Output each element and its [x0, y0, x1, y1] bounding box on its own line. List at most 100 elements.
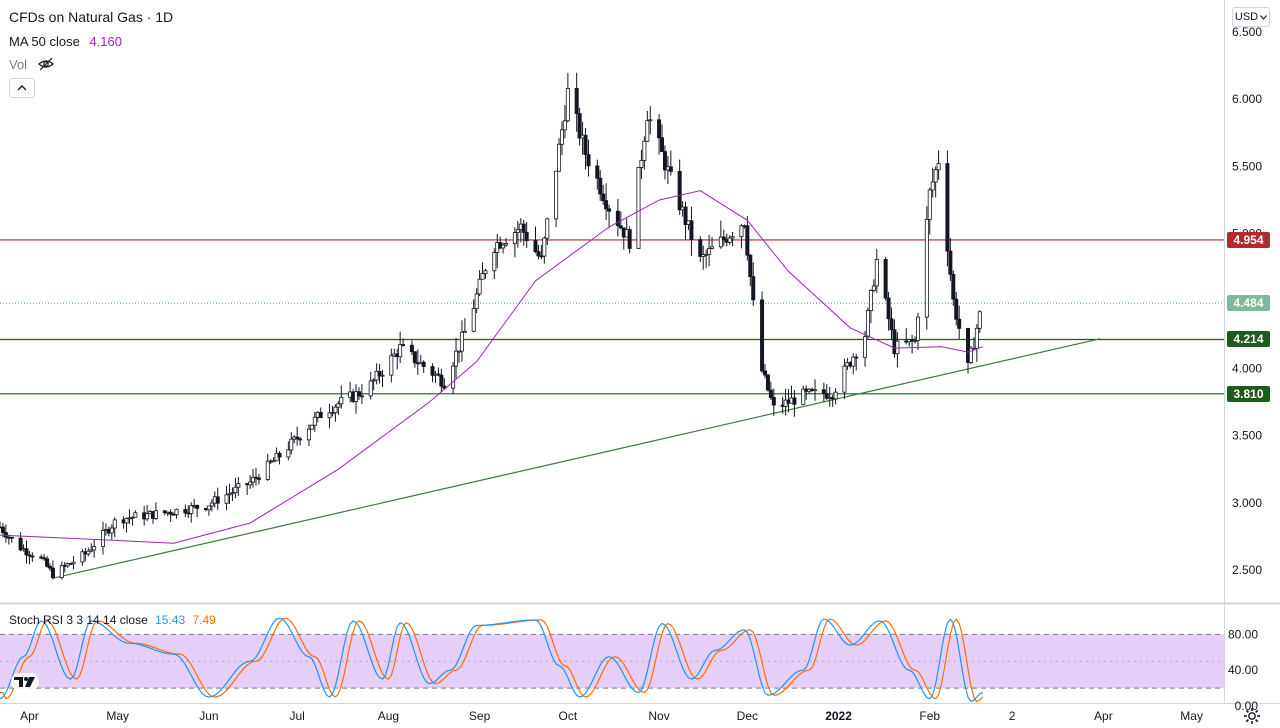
candle	[471, 299, 476, 333]
candle-body-up	[451, 365, 456, 389]
candle	[536, 244, 541, 260]
candle	[480, 262, 485, 280]
ma50-line[interactable]	[0, 190, 983, 544]
candle-body-down	[421, 361, 426, 367]
candle	[595, 159, 600, 190]
trend-line[interactable]	[52, 338, 1101, 579]
candle	[333, 404, 338, 422]
candle-body-down	[945, 163, 950, 252]
candle-body-down	[883, 258, 888, 299]
vol-legend[interactable]: Vol	[9, 57, 55, 72]
candle	[124, 517, 129, 533]
candle-body-up	[359, 395, 364, 398]
candle-body-up	[109, 527, 114, 534]
candle-body-down	[768, 389, 773, 398]
eye-hidden-icon[interactable]	[37, 57, 55, 71]
candle-body-up	[504, 243, 509, 246]
time-scale-label: Jul	[290, 709, 305, 723]
candle-body-up	[371, 379, 376, 382]
last-price-tag[interactable]: 4.484	[1227, 295, 1270, 312]
symbol-title[interactable]: CFDs on Natural Gas · 1D	[9, 9, 174, 25]
candle-body-up	[339, 396, 344, 405]
candle	[183, 504, 188, 518]
candle-body-up	[512, 232, 517, 244]
support-level-tag-2[interactable]: 3.810	[1227, 385, 1270, 402]
candle	[153, 502, 158, 520]
stoch-scale-label: 80.00	[1228, 627, 1258, 641]
candle-body-down	[412, 351, 417, 364]
candle-body-down	[751, 276, 756, 301]
candle-body-down	[533, 240, 538, 253]
time-scale-label: 2	[1009, 709, 1016, 723]
stoch-k-line[interactable]	[0, 617, 983, 703]
candle	[636, 167, 641, 249]
candle	[162, 510, 167, 516]
candle	[436, 367, 441, 377]
candle-body-down	[256, 477, 261, 480]
candle	[927, 187, 932, 235]
vol-label: Vol	[9, 57, 28, 72]
ma-legend[interactable]: MA 50 close 4.160	[9, 34, 122, 49]
candle	[459, 320, 464, 362]
candle	[710, 237, 715, 250]
candle	[398, 331, 403, 364]
candle	[524, 222, 529, 248]
price-scale-label: 3.000	[1232, 496, 1262, 510]
candle	[451, 361, 456, 395]
currency-selector[interactable]: USD	[1232, 7, 1270, 27]
candle	[227, 483, 232, 504]
candle-body-up	[557, 143, 562, 172]
candle	[957, 305, 962, 339]
candle	[565, 72, 570, 123]
candle	[851, 353, 856, 375]
candle-body-down	[601, 193, 606, 202]
candle-body-up	[145, 513, 150, 520]
candle-body-down	[760, 299, 765, 372]
candle	[145, 505, 150, 522]
candle-body-up	[271, 460, 276, 463]
candle	[545, 217, 550, 245]
candle-body-down	[48, 565, 53, 569]
candle	[504, 238, 509, 247]
candle	[298, 437, 303, 446]
time-scale-label: Apr	[1094, 709, 1113, 723]
candle-body-down	[662, 151, 667, 171]
candle	[356, 387, 361, 401]
candle-body-up	[515, 229, 520, 233]
candle	[521, 219, 526, 246]
candle	[45, 556, 50, 568]
candle-body-down	[966, 327, 971, 363]
candle	[813, 379, 818, 401]
candle-body-up	[707, 248, 712, 255]
collapse-legend-button[interactable]	[9, 78, 35, 98]
candle-body-down	[439, 374, 444, 387]
candle	[574, 72, 579, 132]
candle	[456, 350, 461, 363]
candle-body-up	[927, 189, 932, 220]
candle-body-up	[863, 336, 868, 358]
chevron-down-icon	[1260, 14, 1268, 20]
candle-body-up	[930, 181, 935, 191]
candle	[824, 384, 829, 401]
stoch-legend[interactable]: Stoch RSI 3 3 14 14 close 15.43 7.49	[9, 613, 216, 627]
candle-body-up	[936, 163, 941, 171]
candle	[792, 389, 797, 417]
candle	[295, 426, 300, 446]
tradingview-logo[interactable]	[10, 670, 40, 692]
candle-body-up	[727, 237, 732, 243]
support-level-tag-1[interactable]: 4.214	[1227, 331, 1270, 348]
candle-body-down	[298, 438, 303, 441]
candle-body-up	[865, 310, 870, 338]
candle	[174, 508, 179, 519]
candle	[833, 388, 838, 405]
resistance-level-tag[interactable]: 4.954	[1227, 231, 1270, 248]
candle-body-up	[230, 492, 235, 495]
candle	[215, 487, 220, 511]
settings-gear-icon[interactable]	[1243, 707, 1261, 725]
candle-body-up	[492, 252, 497, 272]
candle	[639, 149, 644, 179]
candle	[883, 256, 888, 301]
candle-body-down	[536, 251, 541, 257]
candle	[389, 348, 394, 383]
